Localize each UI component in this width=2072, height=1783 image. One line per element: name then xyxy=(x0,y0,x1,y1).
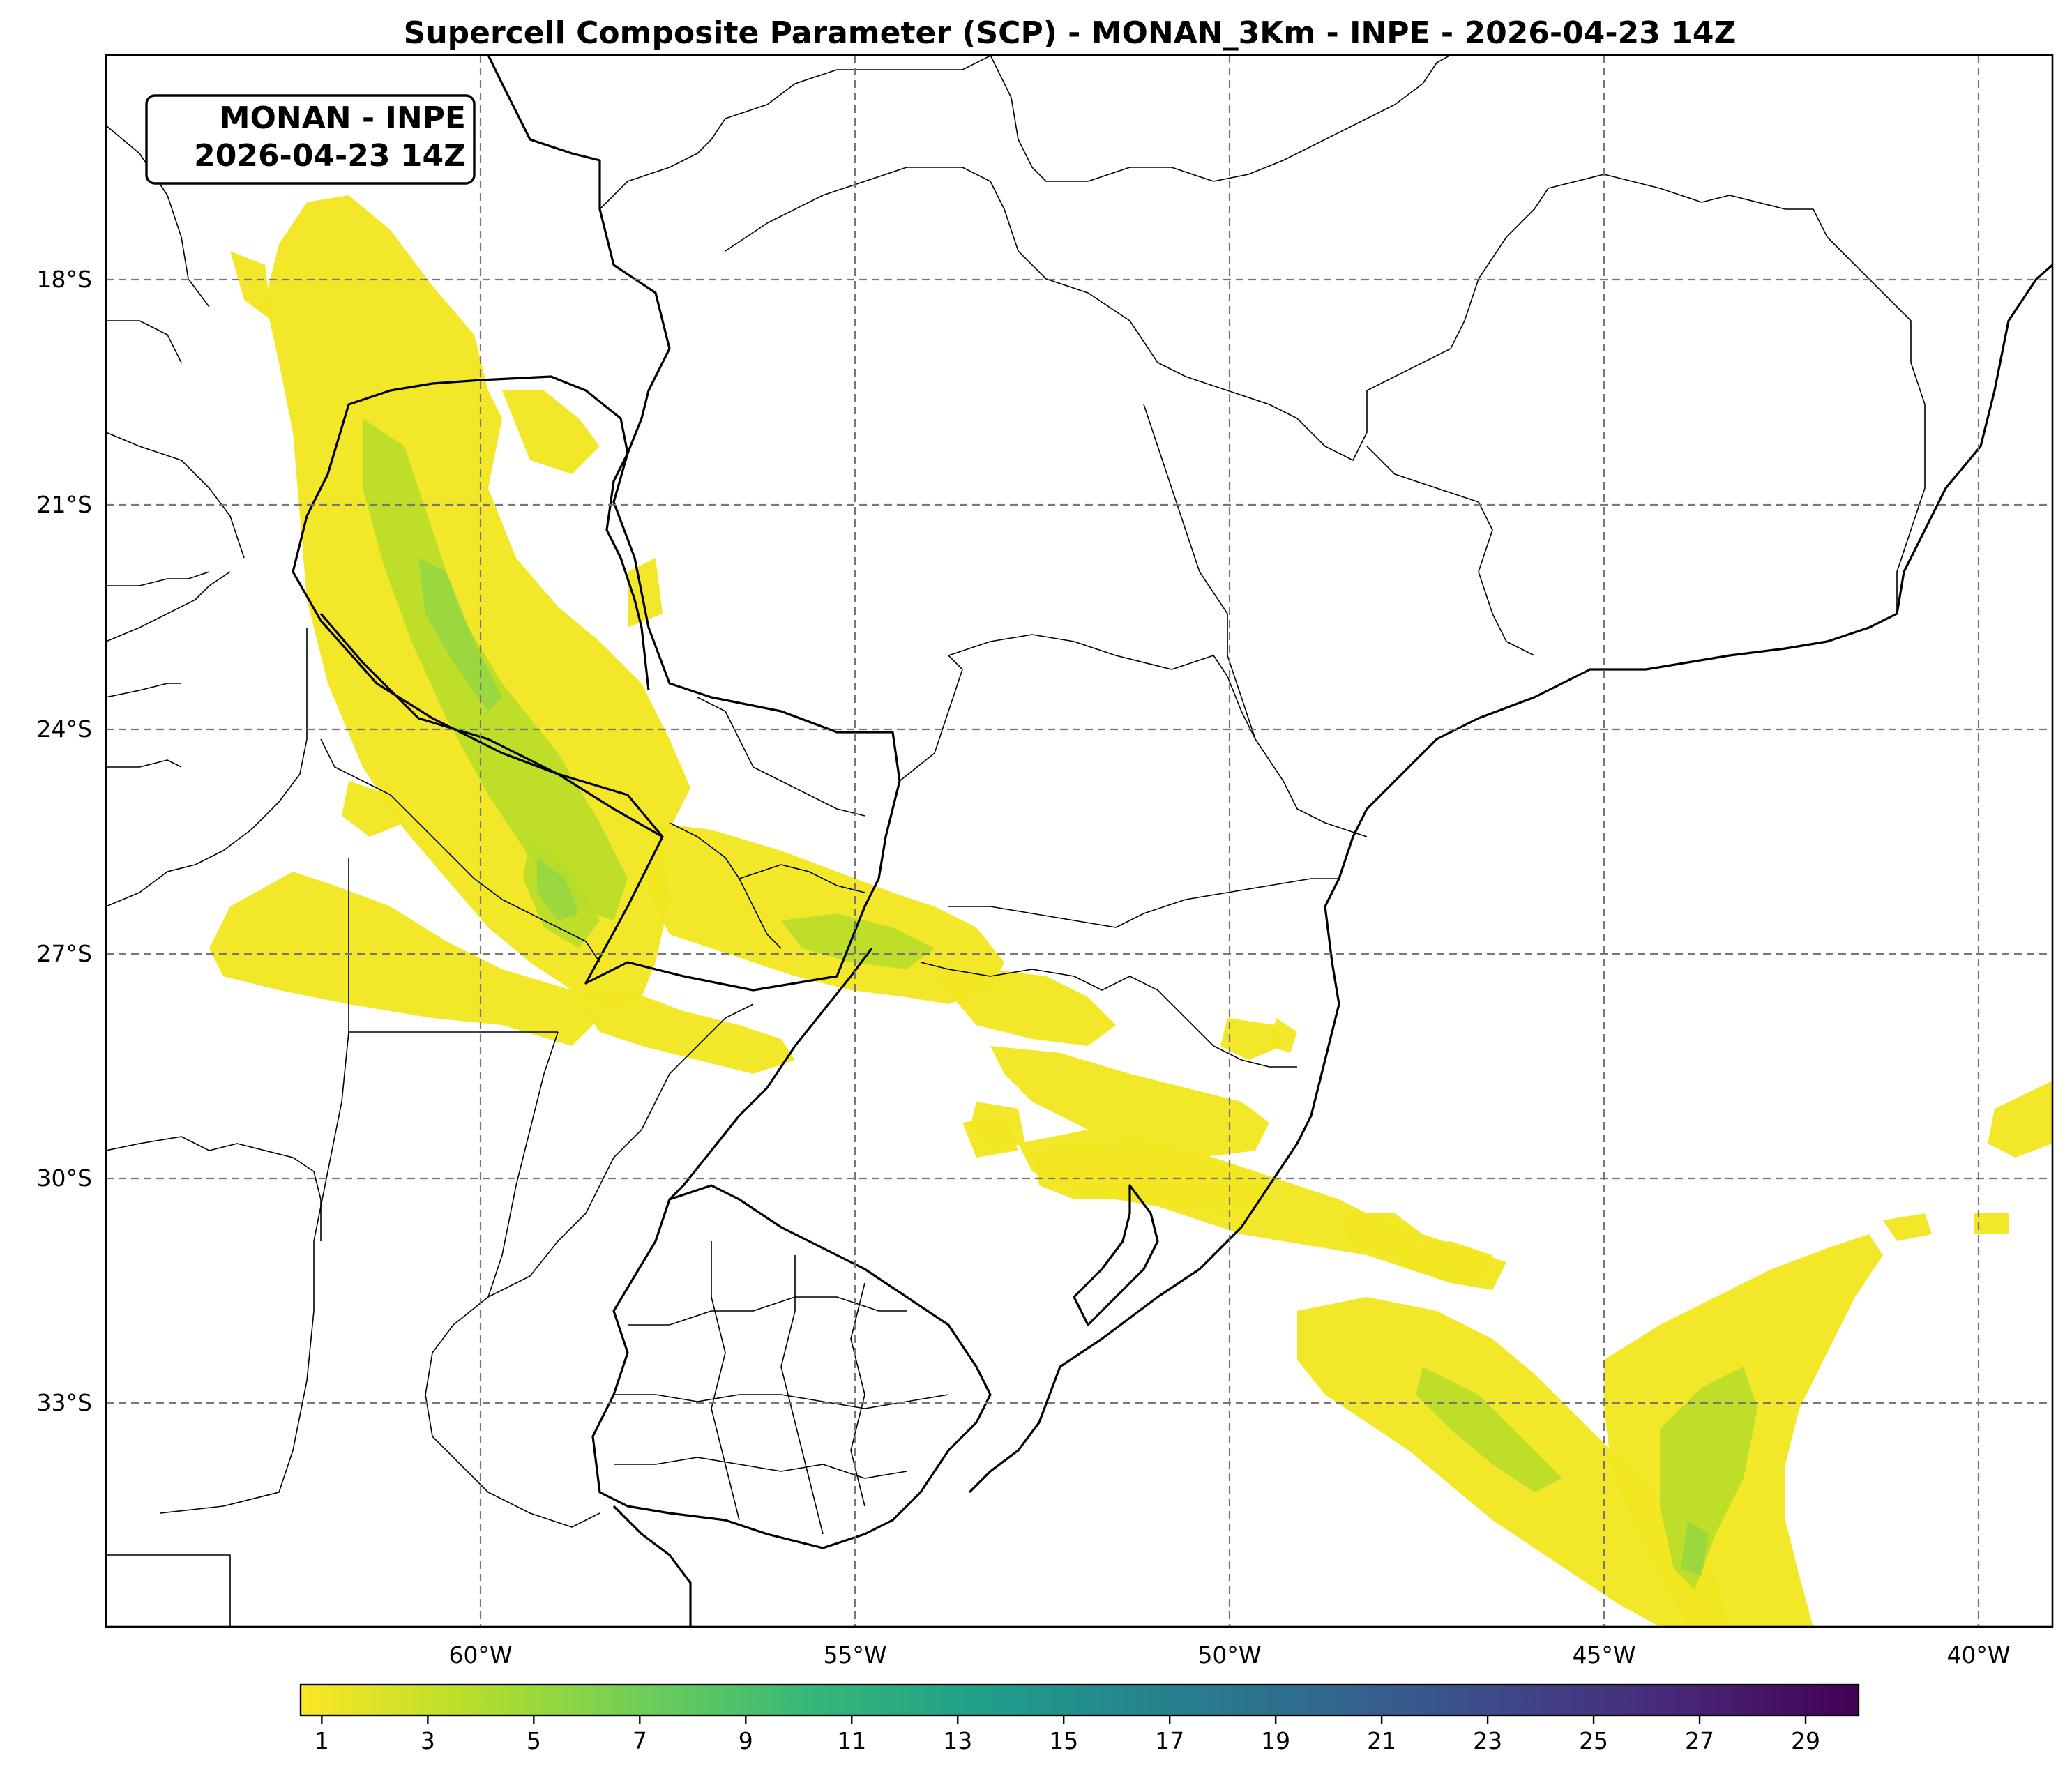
figure-title: Supercell Composite Parameter (SCP) - MO… xyxy=(404,15,1737,51)
lat-label: 18°S xyxy=(37,266,92,293)
colorbar-tick-label: 15 xyxy=(1049,1727,1078,1754)
lon-label: 55°W xyxy=(823,1641,886,1669)
colorbar-tick-label: 23 xyxy=(1473,1727,1502,1754)
latitude-labels: 18°S 21°S 24°S 27°S 30°S 33°S xyxy=(37,266,92,1416)
colorbar-gradient xyxy=(299,1683,1860,1717)
colorbar-tick-label: 5 xyxy=(527,1727,541,1754)
colorbar-tick-label: 29 xyxy=(1791,1727,1820,1754)
lat-label: 21°S xyxy=(37,491,92,518)
colorbar-tick-label: 27 xyxy=(1685,1727,1714,1754)
colorbar-tick-label: 3 xyxy=(421,1727,435,1754)
map-frame xyxy=(105,54,2054,1628)
map-panel xyxy=(106,55,2052,1627)
colorbar-tick-label: 11 xyxy=(837,1727,866,1754)
colorbar: 1 3 5 7 9 11 13 15 17 19 21 23 25 27 29 xyxy=(299,1683,1860,1754)
longitude-labels: 60°W 55°W 50°W 45°W 40°W xyxy=(448,1641,2010,1669)
colorbar-tick-label: 19 xyxy=(1261,1727,1290,1754)
model-badge: MONAN - INPE 2026-04-23 14Z xyxy=(145,94,476,185)
colorbar-tick-label: 7 xyxy=(633,1727,647,1754)
colorbar-tick-label: 17 xyxy=(1155,1727,1184,1754)
lon-label: 50°W xyxy=(1197,1641,1261,1669)
lon-label: 60°W xyxy=(448,1641,512,1669)
lat-label: 27°S xyxy=(37,940,92,967)
lat-label: 24°S xyxy=(37,715,92,743)
gridlines xyxy=(106,55,2052,1627)
lat-label: 33°S xyxy=(37,1389,92,1416)
badge-line-2: 2026-04-23 14Z xyxy=(194,138,466,174)
colorbar-tick-label: 9 xyxy=(739,1727,753,1754)
lon-label: 40°W xyxy=(1946,1641,2010,1669)
colorbar-tick-label: 13 xyxy=(943,1727,972,1754)
lon-label: 45°W xyxy=(1572,1641,1635,1669)
badge-line-1: MONAN - INPE xyxy=(220,100,466,136)
country-borders xyxy=(292,55,2052,1627)
colorbar-tick-label: 1 xyxy=(315,1727,329,1754)
state-borders xyxy=(106,55,1926,1627)
lat-label: 30°S xyxy=(37,1164,92,1192)
colorbar-ticks: 1 3 5 7 9 11 13 15 17 19 21 23 25 27 29 xyxy=(315,1715,1820,1754)
colorbar-tick-label: 25 xyxy=(1579,1727,1608,1754)
scp-field-layer xyxy=(209,195,2052,1627)
colorbar-tick-label: 21 xyxy=(1367,1727,1396,1754)
